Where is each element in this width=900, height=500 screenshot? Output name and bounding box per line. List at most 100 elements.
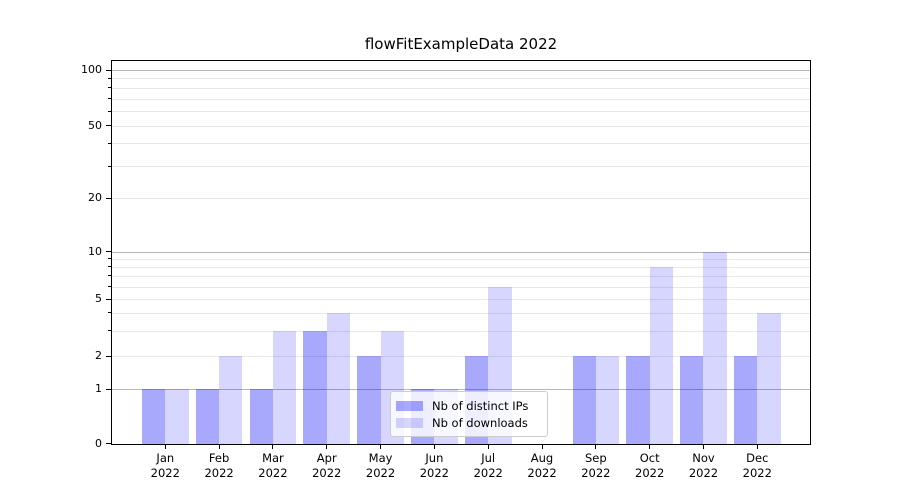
x-tick-label: Jul 2022 — [458, 451, 518, 481]
gridline-minor — [112, 87, 810, 89]
y-minor-tick-mark — [108, 275, 111, 277]
x-tick-year: 2022 — [581, 466, 611, 480]
bar-ips-feb — [195, 389, 220, 444]
x-tick-label: Apr 2022 — [297, 451, 357, 481]
gridline-minor — [112, 312, 810, 314]
bar-ips-sep — [572, 356, 596, 444]
x-tick-year: 2022 — [365, 466, 396, 480]
gridline-major — [112, 70, 810, 71]
bar-downloads-sep — [595, 356, 620, 444]
x-tick-month: Sep — [585, 451, 607, 465]
legend-row: Nb of downloads — [396, 414, 541, 431]
y-tick-mark — [106, 197, 111, 199]
x-tick-year: 2022 — [419, 466, 450, 480]
x-tick-label: Nov 2022 — [673, 451, 733, 481]
gridline-minor — [112, 166, 810, 167]
y-minor-tick-mark — [108, 142, 111, 144]
bar-ips-apr — [303, 330, 327, 444]
x-tick-mark — [756, 445, 758, 449]
bar-downloads-mar — [272, 330, 297, 444]
gridline-minor — [112, 143, 810, 145]
chart-title: flowFitExampleData 2022 — [364, 35, 558, 53]
x-tick-month: Feb — [208, 451, 230, 465]
y-tick-label: 2 — [95, 349, 102, 362]
x-tick-label: Aug 2022 — [512, 451, 572, 481]
gridline-minor — [112, 330, 810, 332]
x-tick-mark — [541, 445, 543, 449]
bar-downloads-nov — [703, 251, 727, 444]
x-tick-mark — [164, 445, 166, 449]
x-tick-month: Jun — [425, 451, 444, 465]
x-tick-year: 2022 — [204, 466, 234, 480]
plot-area — [111, 60, 811, 445]
y-tick-label: 10 — [88, 244, 102, 258]
x-tick-label: May 2022 — [351, 451, 411, 481]
bar-downloads-dec — [757, 312, 781, 444]
x-tick-label: Sep 2022 — [566, 451, 626, 481]
y-minor-tick-mark — [108, 165, 111, 167]
x-tick-month: Aug — [530, 451, 554, 465]
x-tick-mark — [649, 445, 651, 449]
x-tick-month: Mar — [262, 451, 284, 465]
y-minor-tick-mark — [108, 258, 111, 260]
gridline-minor — [112, 275, 810, 277]
x-tick-label: Feb 2022 — [189, 451, 249, 481]
x-tick-label: Jun 2022 — [404, 451, 464, 481]
legend-swatch-downloads — [396, 417, 423, 428]
x-tick-label: Mar 2022 — [243, 451, 303, 481]
y-minor-tick-mark — [108, 110, 111, 112]
gridline-minor — [112, 78, 810, 80]
y-tick-label: 1 — [95, 382, 102, 395]
y-minor-tick-mark — [108, 312, 111, 314]
gridline-major — [112, 389, 810, 390]
y-tick-mark — [106, 388, 111, 390]
y-tick-mark — [106, 443, 111, 444]
gridline-minor — [112, 111, 810, 113]
x-tick-mark — [487, 445, 489, 449]
x-tick-year: 2022 — [258, 466, 288, 480]
x-tick-label: Dec 2022 — [727, 451, 787, 481]
x-tick-mark — [326, 445, 328, 449]
y-tick-label: 50 — [88, 118, 102, 132]
x-tick-year: 2022 — [527, 466, 557, 480]
x-tick-mark — [218, 445, 220, 449]
y-minor-tick-mark — [108, 87, 111, 89]
y-tick-label: 0 — [95, 436, 102, 450]
y-tick-mark — [106, 125, 111, 127]
gridline-minor — [112, 125, 810, 127]
x-tick-year: 2022 — [312, 466, 342, 480]
x-tick-year: 2022 — [150, 466, 180, 480]
bar-ips-mar — [249, 389, 273, 444]
gridline-minor — [112, 258, 810, 260]
y-tick-label: 100 — [81, 63, 102, 76]
x-tick-year: 2022 — [635, 466, 665, 480]
x-tick-month: Jan — [156, 451, 175, 465]
y-tick-mark — [106, 251, 111, 252]
x-tick-mark — [433, 445, 435, 449]
x-tick-mark — [272, 445, 274, 449]
legend-swatch-ips — [396, 400, 423, 411]
y-minor-tick-mark — [108, 98, 111, 100]
legend: Nb of distinct IPs Nb of downloads — [390, 391, 548, 437]
bar-ips-may — [357, 356, 381, 444]
legend-row: Nb of distinct IPs — [396, 397, 541, 414]
gridline-minor — [112, 286, 810, 288]
x-tick-month: Dec — [746, 451, 769, 465]
x-tick-month: Nov — [692, 451, 715, 465]
y-minor-tick-mark — [108, 266, 111, 268]
bar-ips-dec — [733, 356, 758, 444]
x-tick-month: May — [368, 451, 393, 465]
gridline-minor — [112, 356, 810, 357]
gridline-minor — [112, 299, 810, 300]
bar-downloads-apr — [326, 312, 351, 444]
y-minor-tick-mark — [108, 77, 111, 79]
y-tick-mark — [106, 69, 111, 71]
gridline-minor — [112, 266, 810, 268]
bar-downloads-oct — [649, 266, 673, 444]
x-tick-mark — [380, 445, 382, 449]
x-tick-label: Jan 2022 — [135, 451, 195, 481]
y-tick-label: 5 — [95, 292, 102, 305]
x-tick-mark — [702, 445, 704, 449]
y-minor-tick-mark — [108, 286, 111, 287]
